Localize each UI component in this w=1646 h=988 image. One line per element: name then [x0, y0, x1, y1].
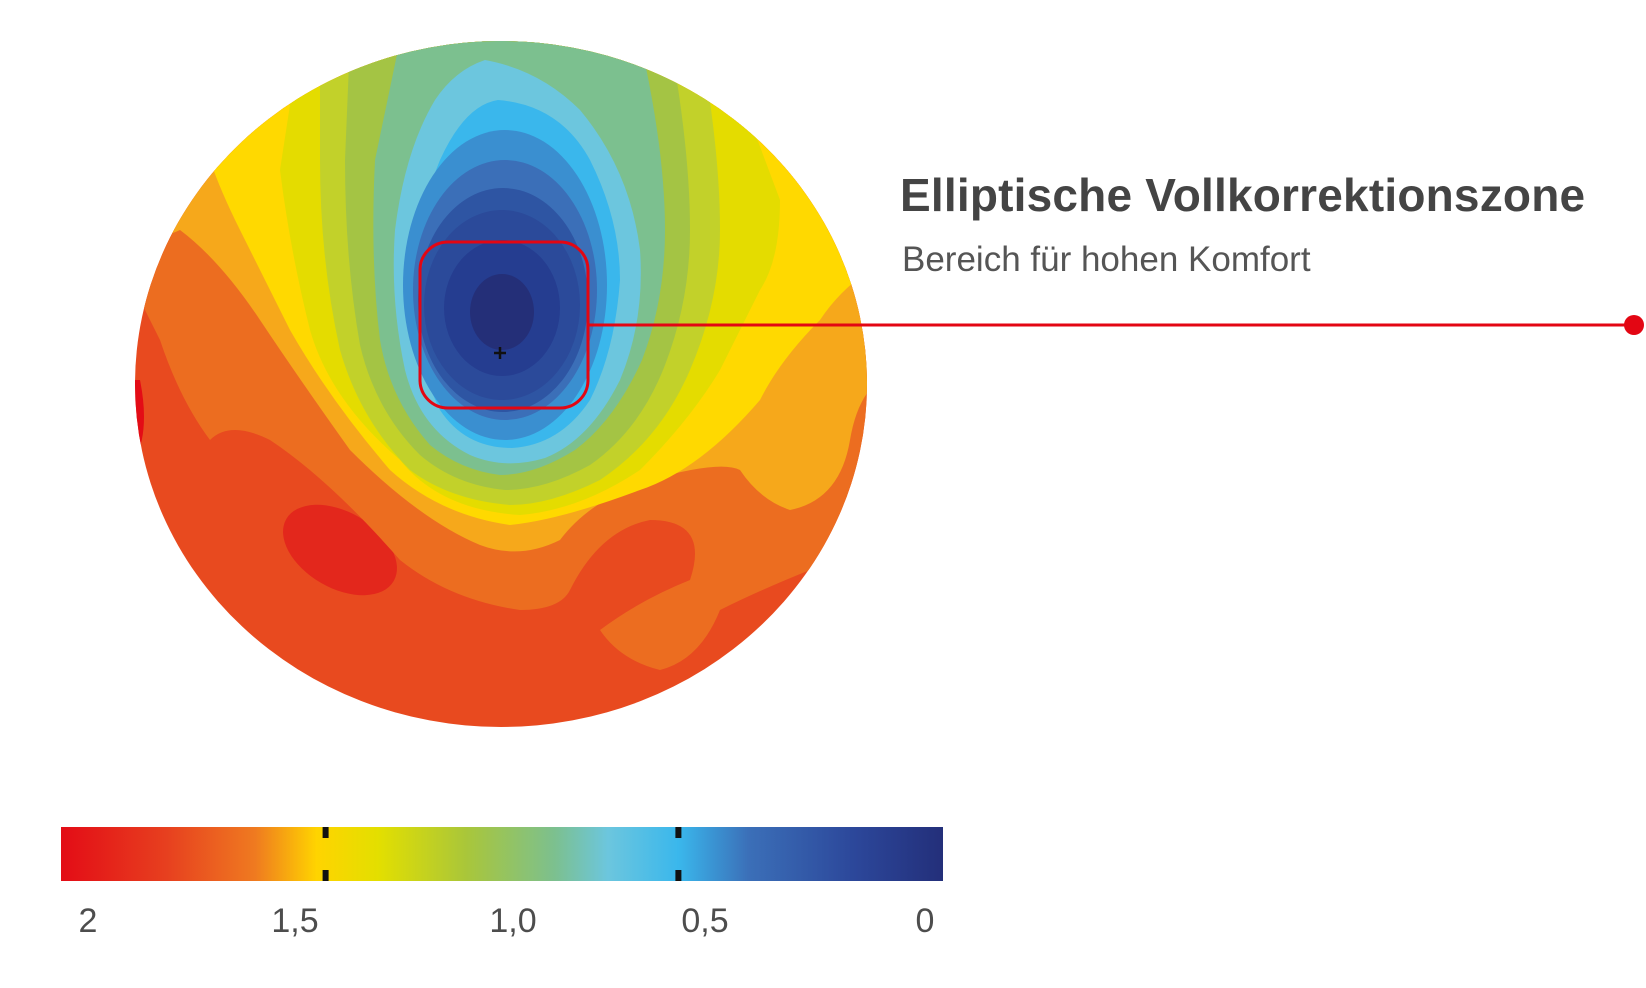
scale-marker: [322, 870, 329, 881]
callout-end-dot: [1624, 315, 1644, 335]
color-scale: [61, 827, 943, 881]
scale-label: 2: [78, 902, 98, 940]
contour-spot-left: [283, 504, 397, 596]
scale-label: 0,5: [681, 902, 729, 940]
lens-contour-map: [135, 41, 867, 727]
scale-label: 0: [915, 902, 935, 940]
callout-title: Elliptische Vollkorrektionszone: [900, 169, 1586, 221]
crosshair-icon: [494, 347, 506, 359]
scale-marker: [675, 827, 682, 838]
scale-label: 1,5: [271, 902, 319, 940]
scale-marker: [322, 827, 329, 838]
contour-band-0-1: [470, 274, 534, 350]
scale-marker: [675, 870, 682, 881]
scale-markers: [322, 827, 682, 881]
color-scale-bar: [61, 827, 943, 881]
scale-label: 1,0: [489, 902, 537, 940]
callout-subtitle: Bereich für hohen Komfort: [902, 240, 1311, 279]
